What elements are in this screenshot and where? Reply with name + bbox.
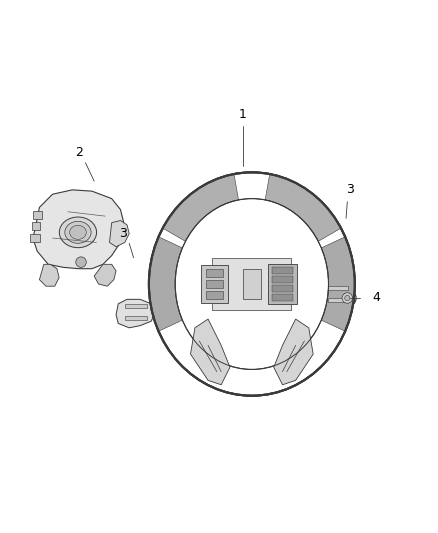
- Polygon shape: [33, 190, 125, 269]
- Polygon shape: [149, 237, 182, 331]
- Polygon shape: [265, 174, 341, 241]
- Polygon shape: [206, 280, 223, 288]
- Text: 1: 1: [239, 108, 247, 120]
- Text: 2: 2: [75, 146, 83, 159]
- Polygon shape: [125, 304, 147, 308]
- Circle shape: [339, 289, 356, 307]
- Polygon shape: [39, 264, 59, 286]
- Polygon shape: [125, 316, 147, 320]
- Ellipse shape: [149, 172, 355, 395]
- Polygon shape: [272, 276, 293, 283]
- Circle shape: [345, 295, 350, 301]
- Polygon shape: [33, 211, 42, 219]
- Polygon shape: [206, 269, 223, 277]
- Circle shape: [342, 293, 353, 303]
- Polygon shape: [272, 285, 293, 292]
- Ellipse shape: [65, 221, 91, 243]
- Polygon shape: [162, 174, 239, 241]
- Polygon shape: [272, 294, 293, 301]
- Polygon shape: [116, 300, 155, 328]
- Circle shape: [76, 257, 86, 268]
- Polygon shape: [243, 269, 261, 300]
- Polygon shape: [191, 319, 230, 385]
- Polygon shape: [322, 282, 353, 312]
- Ellipse shape: [70, 225, 86, 239]
- Polygon shape: [321, 237, 355, 331]
- Polygon shape: [272, 268, 293, 274]
- Polygon shape: [30, 234, 40, 242]
- Polygon shape: [328, 298, 348, 302]
- Ellipse shape: [175, 199, 328, 369]
- Text: 3: 3: [119, 227, 127, 240]
- Polygon shape: [328, 286, 348, 290]
- Polygon shape: [94, 264, 116, 286]
- Polygon shape: [212, 258, 291, 310]
- Polygon shape: [32, 222, 40, 230]
- Polygon shape: [149, 172, 355, 395]
- Text: 3: 3: [346, 183, 354, 196]
- Ellipse shape: [59, 217, 96, 248]
- Text: 4: 4: [372, 290, 380, 304]
- Polygon shape: [206, 291, 223, 299]
- Polygon shape: [268, 264, 297, 304]
- Polygon shape: [274, 319, 313, 385]
- Polygon shape: [201, 265, 228, 303]
- Polygon shape: [110, 221, 129, 247]
